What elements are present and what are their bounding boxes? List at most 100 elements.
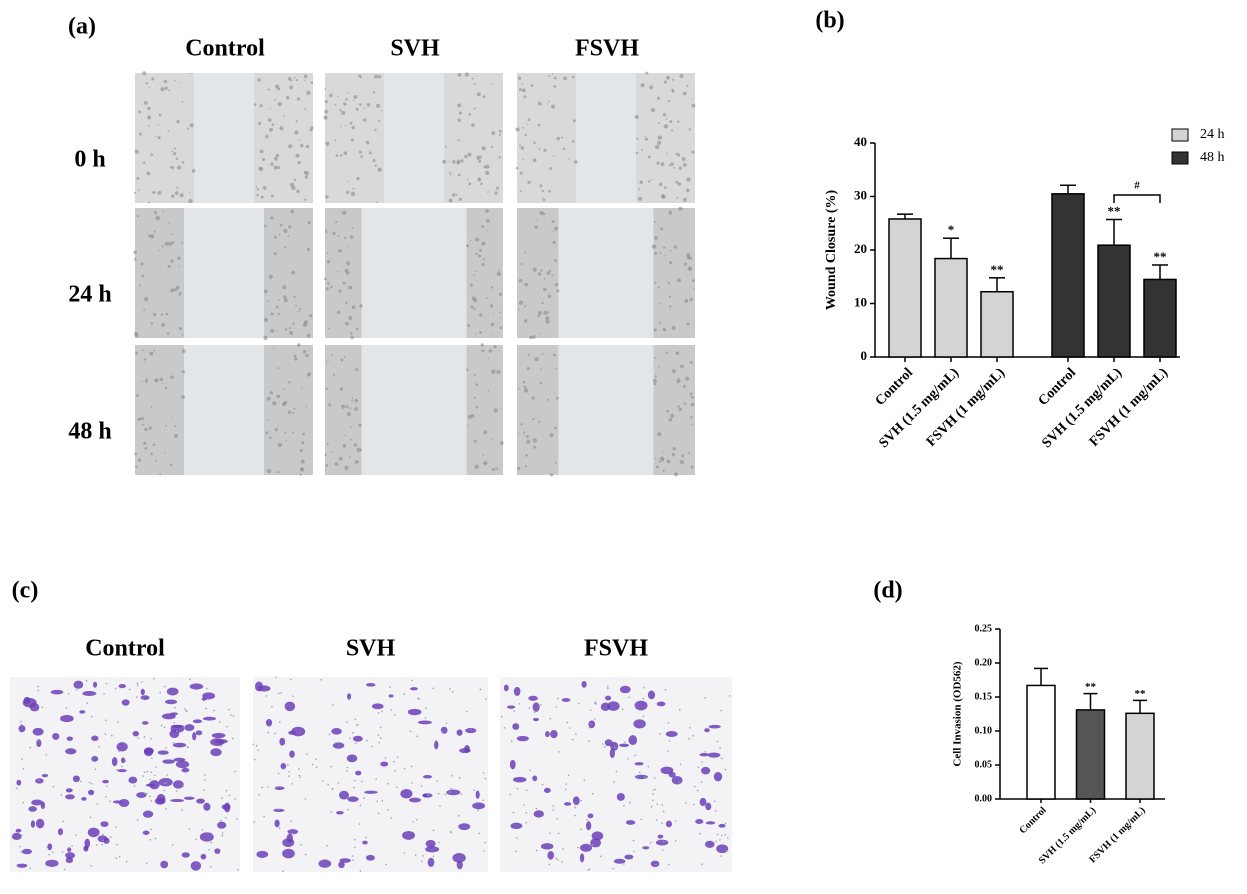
cell xyxy=(175,760,190,769)
cell xyxy=(41,773,49,778)
cell xyxy=(31,799,43,806)
texture xyxy=(141,380,143,383)
texture xyxy=(164,386,168,390)
texture xyxy=(721,834,723,837)
texture xyxy=(720,757,723,760)
micrograph xyxy=(517,345,695,477)
texture xyxy=(154,774,156,777)
texture xyxy=(90,864,92,867)
texture xyxy=(667,722,670,724)
texture xyxy=(552,353,556,357)
texture xyxy=(548,74,551,77)
texture xyxy=(662,469,665,472)
texture xyxy=(613,781,615,783)
texture xyxy=(277,102,282,107)
texture xyxy=(291,782,293,785)
texture xyxy=(150,737,152,740)
cell xyxy=(279,737,286,746)
texture xyxy=(644,137,648,141)
texture xyxy=(263,335,268,341)
texture xyxy=(151,757,153,760)
texture xyxy=(589,723,592,725)
texture xyxy=(523,95,527,99)
texture xyxy=(685,188,690,193)
texture xyxy=(525,453,528,457)
texture xyxy=(165,312,169,316)
texture xyxy=(179,292,182,295)
texture xyxy=(517,308,520,311)
texture xyxy=(148,426,152,430)
texture xyxy=(724,822,727,825)
texture xyxy=(416,735,418,738)
texture xyxy=(425,707,427,710)
texture xyxy=(134,333,139,338)
cell xyxy=(586,821,592,831)
texture xyxy=(324,453,327,457)
texture xyxy=(326,252,329,254)
texture xyxy=(555,367,558,369)
texture xyxy=(337,95,339,98)
texture xyxy=(487,390,490,392)
texture xyxy=(716,833,719,836)
texture xyxy=(299,473,302,477)
texture xyxy=(353,786,355,789)
texture xyxy=(257,78,261,82)
texture xyxy=(326,145,329,147)
texture xyxy=(176,186,179,189)
texture xyxy=(654,251,658,255)
texture xyxy=(348,315,353,320)
texture xyxy=(144,792,147,795)
texture xyxy=(390,709,393,711)
texture xyxy=(424,716,427,719)
texture xyxy=(724,768,727,771)
texture xyxy=(467,324,470,327)
legend-swatch xyxy=(1171,151,1189,165)
texture xyxy=(265,431,269,435)
texture xyxy=(46,846,49,849)
texture xyxy=(554,76,557,80)
texture xyxy=(280,691,282,694)
texture xyxy=(537,314,540,318)
cell xyxy=(83,845,89,850)
texture xyxy=(437,792,440,795)
texture xyxy=(409,730,412,733)
texture xyxy=(86,702,88,704)
cell xyxy=(118,683,126,689)
texture xyxy=(521,82,524,85)
texture xyxy=(545,316,550,321)
texture xyxy=(692,803,695,806)
texture xyxy=(498,133,502,137)
texture xyxy=(344,268,349,273)
significance: * xyxy=(948,222,955,237)
texture xyxy=(143,296,149,302)
texture xyxy=(354,742,357,745)
texture xyxy=(274,98,277,101)
texture xyxy=(566,721,569,724)
cell xyxy=(282,848,295,859)
texture xyxy=(635,151,639,155)
texture xyxy=(586,818,588,821)
column-header: Control xyxy=(85,636,165,662)
texture xyxy=(441,730,443,733)
texture xyxy=(141,721,144,724)
texture xyxy=(278,721,281,723)
texture xyxy=(599,855,602,858)
texture xyxy=(691,279,695,283)
texture xyxy=(455,193,458,196)
cell xyxy=(408,797,421,803)
texture xyxy=(473,82,476,86)
texture xyxy=(291,270,296,275)
texture xyxy=(658,732,661,735)
texture xyxy=(583,779,586,782)
texture xyxy=(304,175,308,179)
micrograph xyxy=(517,206,695,340)
texture xyxy=(278,298,280,301)
texture xyxy=(94,768,97,770)
texture xyxy=(150,828,152,831)
texture xyxy=(321,779,324,782)
texture xyxy=(298,307,302,310)
texture xyxy=(624,741,626,744)
texture xyxy=(293,357,298,361)
texture xyxy=(677,405,680,408)
texture xyxy=(546,103,549,105)
